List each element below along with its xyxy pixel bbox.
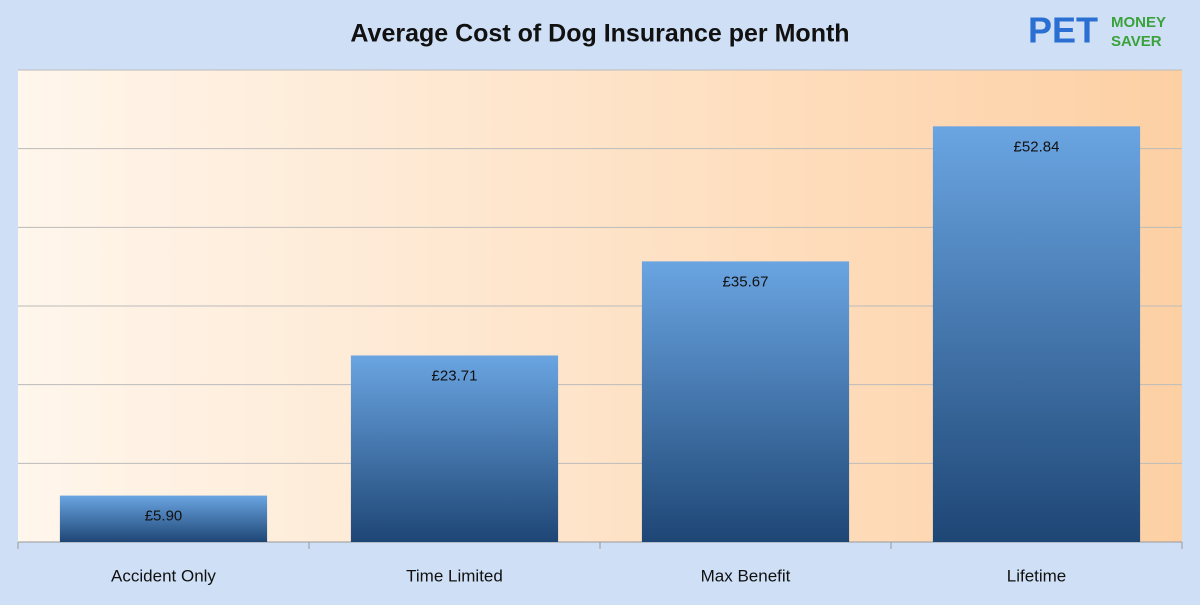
value-label: £52.84 bbox=[1014, 138, 1060, 155]
bar bbox=[350, 355, 559, 542]
bar bbox=[932, 126, 1141, 543]
logo-money: MONEY bbox=[1111, 14, 1166, 31]
chart-title: Average Cost of Dog Insurance per Month bbox=[350, 20, 849, 48]
value-label: £23.71 bbox=[432, 367, 478, 384]
bar bbox=[641, 261, 850, 542]
x-tick-label: Lifetime bbox=[1007, 566, 1067, 585]
x-tick-label: Accident Only bbox=[111, 566, 216, 585]
logo-saver: SAVER bbox=[1111, 33, 1162, 50]
value-label: £5.90 bbox=[145, 508, 183, 525]
x-tick-label: Time Limited bbox=[406, 566, 503, 585]
value-label: £35.67 bbox=[723, 273, 769, 290]
bar bbox=[59, 495, 268, 542]
logo: PET MONEY SAVER bbox=[1028, 10, 1166, 51]
x-tick-label: Max Benefit bbox=[701, 566, 791, 585]
logo-pet: PET bbox=[1028, 10, 1098, 51]
